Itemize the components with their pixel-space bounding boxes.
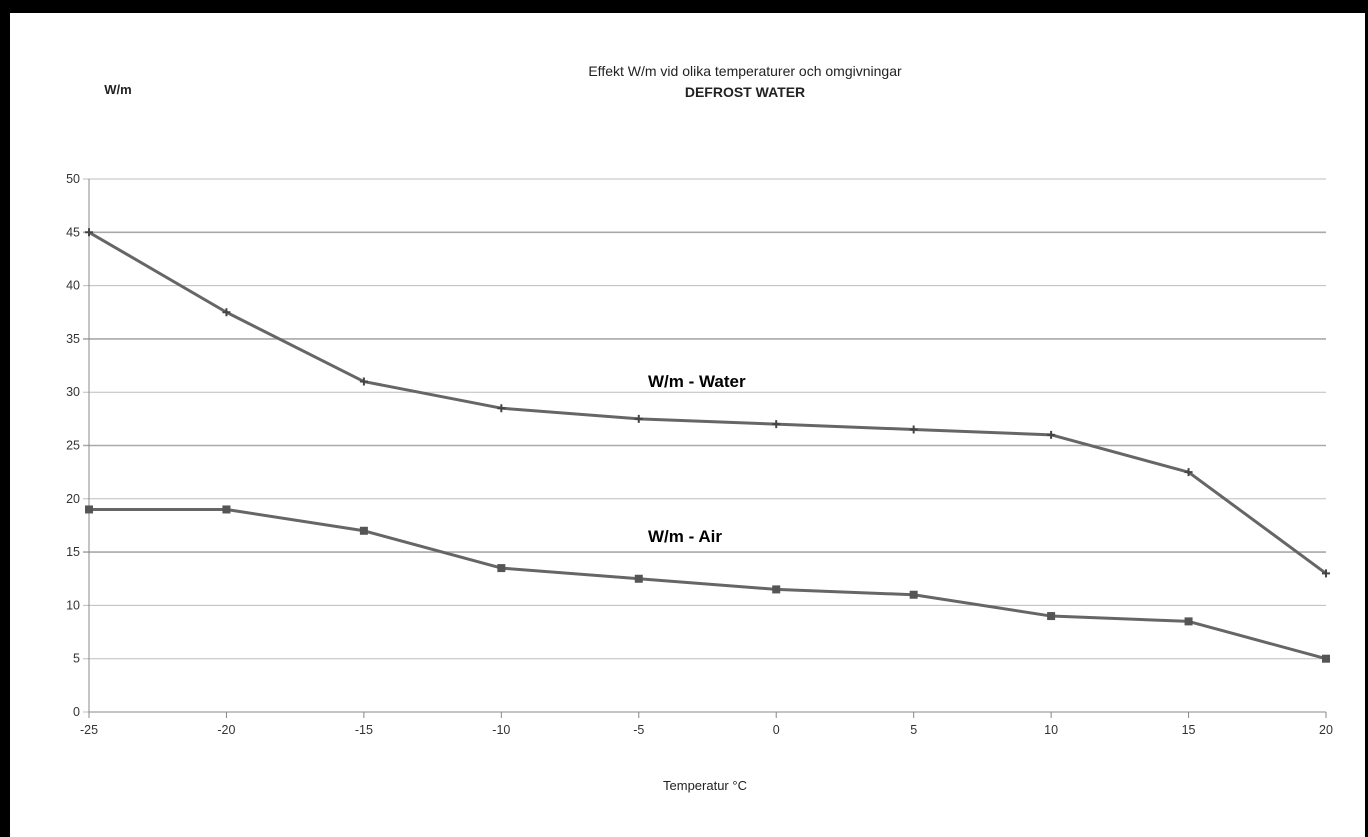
series-line-water [88,231,1327,575]
data-point-water [634,414,643,423]
data-point-air [85,505,93,514]
y-tick-label: 30 [66,385,80,399]
data-point-water [1047,430,1056,439]
y-tick-label: 50 [66,172,80,186]
data-point-water [222,308,231,317]
chart-subtitle: DEFROST WATER [685,84,805,100]
x-tick-label: -20 [217,723,235,737]
x-tick-label: -5 [633,723,644,737]
x-tick-label: 15 [1182,723,1196,737]
series-line-air [89,507,1327,661]
data-point-air [359,526,368,535]
data-point-water [359,377,368,386]
data-point-air [909,590,918,599]
data-point-air [1047,612,1056,621]
data-point-air [497,564,506,573]
y-tick-label: 10 [66,598,80,612]
x-tick-label: -10 [492,723,510,737]
x-tick-label: 10 [1044,723,1058,737]
gridlines [83,178,1327,718]
y-tick-labels: 0 5 10 15 20 25 30 35 40 45 50 [66,172,80,719]
data-point-air [634,574,643,583]
y-tick-label: 35 [66,332,80,346]
x-tick-label: 5 [910,723,917,737]
y-tick-label: 0 [73,705,80,719]
y-tick-label: 40 [66,279,80,293]
y-tick-label: 25 [66,439,80,453]
x-tick-label: -25 [80,723,98,737]
series-label-air: W/m - Air [648,527,722,546]
y-tick-label: 5 [73,652,80,666]
x-tick-label: -15 [355,723,373,737]
data-point-water [772,420,781,429]
x-tick-labels: -25 -20 -15 -10 -5 0 5 10 15 20 [80,723,1333,737]
data-point-air [1184,617,1193,626]
x-tick-label: 20 [1319,723,1333,737]
data-point-water [1322,569,1330,578]
y-tick-label: 15 [66,545,80,559]
data-point-air [222,505,231,514]
data-point-water [909,425,918,434]
data-point-water [497,404,506,413]
series-group [85,228,1330,663]
y-tick-label: 20 [66,492,80,506]
data-point-air [772,585,781,594]
chart-title: Effekt W/m vid olika temperaturer och om… [588,63,902,79]
data-point-air [1322,654,1330,663]
series-label-water: W/m - Water [648,372,746,391]
data-point-water [1184,468,1193,477]
data-point-water [85,228,93,237]
y-tick-label: 45 [66,225,80,239]
x-axis-label: Temperatur °C [663,778,747,793]
x-tick-label: 0 [773,723,780,737]
y-axis-label: W/m [104,82,131,97]
